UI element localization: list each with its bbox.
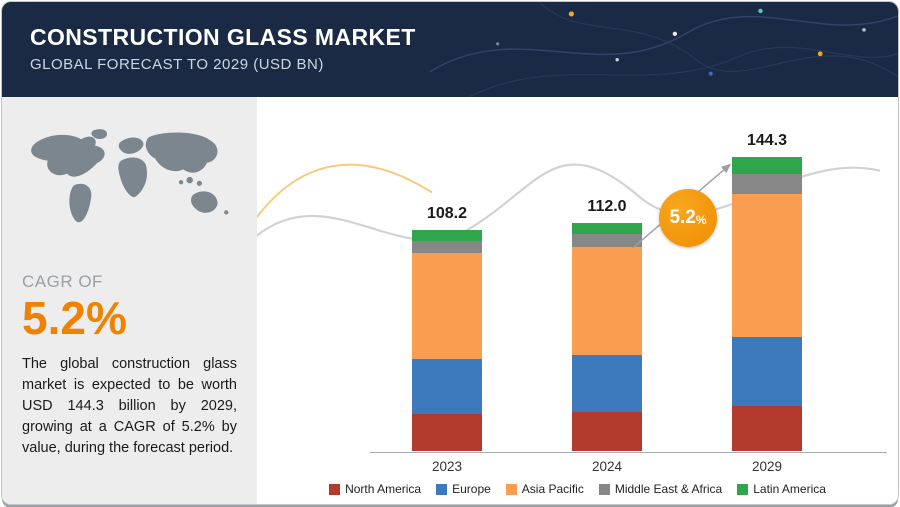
bar-segment-asia-pacific bbox=[572, 247, 642, 356]
legend-swatch-icon bbox=[329, 483, 341, 495]
bar-segment-middle-east-africa bbox=[732, 173, 802, 194]
bar-column-2023: 108.2 2023 bbox=[412, 205, 482, 476]
bar-column-2029: 144.3 2029 bbox=[732, 132, 802, 476]
legend-label: Middle East & Africa bbox=[614, 482, 723, 496]
bar-segment-north-america bbox=[732, 406, 802, 451]
bar-segment-europe bbox=[732, 336, 802, 407]
legend-label: Asia Pacific bbox=[521, 482, 584, 496]
legend: North America Europe Asia Pacific Middle Ea… bbox=[257, 482, 898, 496]
x-axis-label: 2024 bbox=[591, 459, 623, 474]
body: CAGR OF 5.2% The global construction gla… bbox=[2, 97, 898, 504]
bar-segment-europe bbox=[412, 359, 482, 415]
world-map bbox=[22, 113, 237, 258]
legend-swatch-icon bbox=[737, 483, 749, 495]
chart-area: 108.2 2023 112.0 2024 144.3 2029 5.2 % North … bbox=[257, 97, 898, 504]
legend-item: North America bbox=[329, 482, 421, 496]
legend-label: Europe bbox=[452, 482, 491, 496]
bar-segment-north-america bbox=[572, 412, 642, 451]
legend-swatch-icon bbox=[505, 483, 517, 495]
cagr-badge: 5.2 % bbox=[659, 189, 717, 247]
legend-label: North America bbox=[345, 482, 422, 496]
bar-column-2024: 112.0 2024 bbox=[572, 198, 642, 476]
legend-swatch-icon bbox=[598, 483, 610, 495]
bar-total-label: 108.2 bbox=[426, 205, 468, 223]
cagr-label: CAGR OF bbox=[22, 272, 103, 291]
legend-item: Asia Pacific bbox=[505, 482, 584, 496]
bar-segment-north-america bbox=[412, 414, 482, 451]
bar-segment-latin-america bbox=[412, 230, 482, 241]
page-title: CONSTRUCTION GLASS MARKET bbox=[30, 24, 416, 50]
legend-item: Europe bbox=[436, 482, 491, 496]
page-subtitle: GLOBAL FORECAST TO 2029 (USD BN) bbox=[30, 56, 324, 73]
bar-segment-europe bbox=[572, 355, 642, 413]
legend-label: Latin America bbox=[753, 482, 826, 496]
bars-row: 108.2 2023 112.0 2024 144.3 2029 bbox=[412, 132, 802, 476]
bar-total-label: 144.3 bbox=[746, 131, 788, 149]
x-axis-label: 2023 bbox=[431, 459, 463, 474]
bar-segment-latin-america bbox=[732, 156, 802, 174]
x-axis-line bbox=[370, 452, 887, 453]
bar-segment-asia-pacific bbox=[412, 253, 482, 360]
bar-stack bbox=[412, 230, 482, 451]
bar-total-label: 112.0 bbox=[587, 197, 627, 215]
bar-stack bbox=[572, 222, 642, 451]
bar-segment-asia-pacific bbox=[732, 193, 802, 337]
summary-panel: CAGR OF 5.2% The global construction gla… bbox=[2, 97, 257, 504]
legend-item: Latin America bbox=[737, 482, 826, 496]
legend-item: Middle East & Africa bbox=[598, 482, 723, 496]
bar-segment-middle-east-africa bbox=[572, 233, 642, 248]
bar-segment-latin-america bbox=[572, 222, 642, 234]
x-axis-label: 2029 bbox=[751, 459, 783, 474]
market-summary-text: The global construction glass market is … bbox=[22, 356, 237, 457]
cagr-value: 5.2% bbox=[22, 292, 127, 344]
world-map-icon bbox=[31, 129, 229, 223]
bar-stack bbox=[732, 156, 802, 451]
header: CONSTRUCTION GLASS MARKET GLOBAL FORECAS… bbox=[2, 2, 898, 97]
legend-swatch-icon bbox=[436, 483, 448, 495]
bar-segment-middle-east-africa bbox=[412, 240, 482, 254]
cagr-badge-value: 5.2 bbox=[669, 207, 696, 228]
cagr-badge-percent: % bbox=[695, 212, 707, 227]
